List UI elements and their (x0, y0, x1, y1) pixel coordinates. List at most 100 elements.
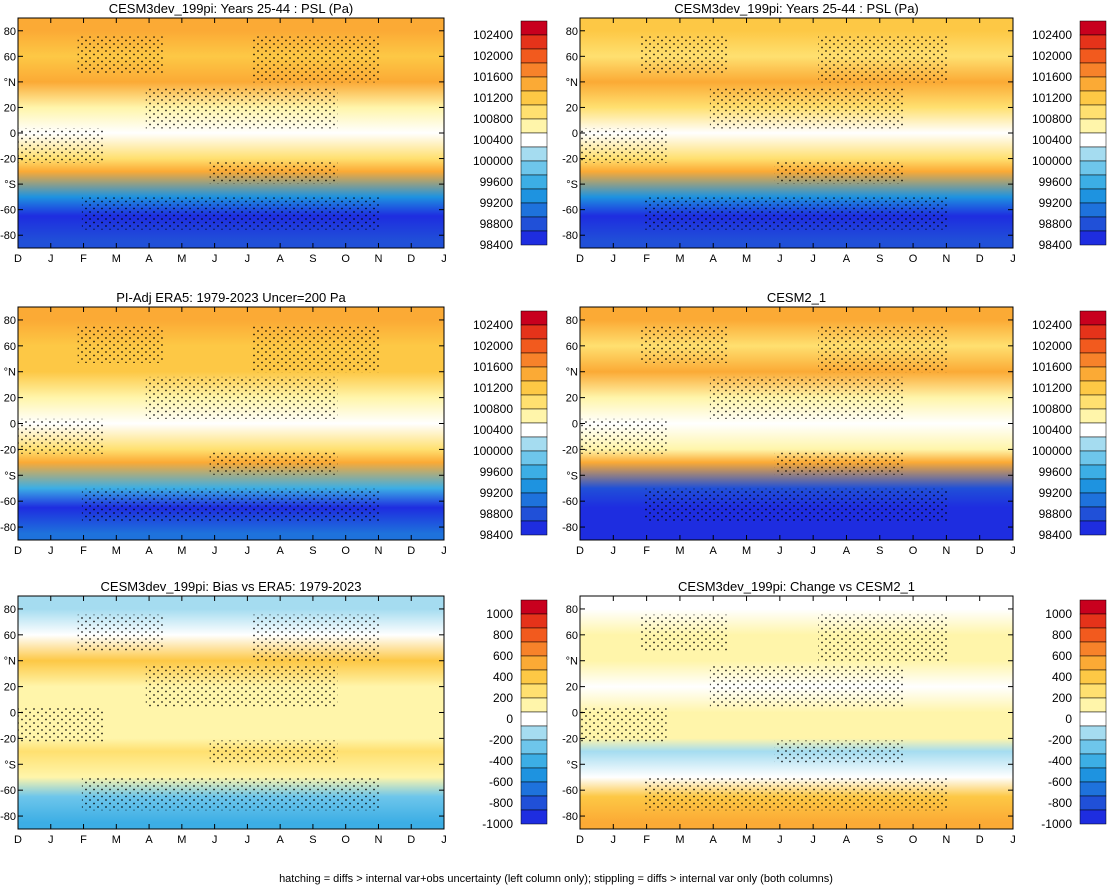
x-tick-label: F (643, 545, 650, 557)
colorbar-label: 101200 (473, 91, 513, 105)
colorbar-swatch (1079, 230, 1107, 246)
x-tick-label: D (407, 253, 415, 265)
colorbar-label: 100800 (473, 112, 513, 126)
colorbar-swatch (1079, 408, 1107, 424)
colorbar-swatch (1079, 422, 1107, 438)
y-tick-label: 0 (10, 419, 16, 431)
y-tick-label: °S (4, 179, 16, 191)
x-tick-label: D (576, 253, 584, 265)
plot-area (18, 18, 444, 248)
y-tick-label: 60 (566, 630, 578, 642)
colorbar-swatch (520, 739, 548, 755)
y-tick-label: -80 (0, 811, 16, 823)
y-tick-label: 20 (4, 682, 16, 694)
colorbar-label: -1000 (1041, 817, 1072, 831)
stippling-region (209, 451, 338, 475)
y-tick-label: 0 (10, 708, 16, 720)
x-tick-label: M (177, 253, 186, 265)
colorbar-swatch (520, 627, 548, 643)
colorbar-swatch (520, 641, 548, 657)
colorbar-swatch (1079, 781, 1107, 797)
y-tick-label: -60 (0, 205, 16, 217)
colorbar-label: 102400 (473, 28, 513, 42)
x-tick-label: A (145, 253, 153, 265)
colorbar-label: 101600 (473, 360, 513, 374)
colorbar-swatch (1079, 599, 1107, 615)
x-tick-label: A (710, 253, 718, 265)
y-tick-label: -80 (562, 522, 578, 534)
x-tick-label: N (942, 253, 950, 265)
x-tick-label: J (810, 545, 816, 557)
x-tick-label: O (341, 545, 350, 557)
x-tick-label: N (942, 834, 950, 846)
colorbar-swatch (520, 174, 548, 190)
y-tick-label: -60 (562, 496, 578, 508)
x-tick-label: M (742, 253, 751, 265)
colorbar-swatch (520, 809, 548, 825)
colorbar-label: 98400 (1039, 528, 1073, 542)
colorbar-swatch (1079, 767, 1107, 783)
colorbar-swatch (520, 380, 548, 396)
colorbar-label: -200 (1048, 733, 1072, 747)
x-tick-label: S (876, 834, 883, 846)
x-tick-label: M (742, 545, 751, 557)
colorbar-swatch (520, 408, 548, 424)
colorbar-swatch (1079, 34, 1107, 50)
colorbar-swatch (520, 324, 548, 340)
stippling-region (81, 777, 381, 811)
stippling-region (145, 665, 338, 708)
y-tick-label: °S (566, 470, 578, 482)
colorbar-label: 100400 (1032, 133, 1072, 147)
y-tick-label: -80 (0, 522, 16, 534)
y-tick-label: 80 (4, 604, 16, 616)
x-tick-label: M (742, 834, 751, 846)
colorbar-swatch (1079, 104, 1107, 120)
stippling-region (77, 36, 163, 74)
x-tick-label: J (212, 253, 218, 265)
stippling-region (81, 488, 381, 522)
colorbar-swatch (1079, 697, 1107, 713)
colorbar-swatch (1079, 655, 1107, 671)
x-tick-label: A (276, 545, 284, 557)
x-tick-label: J (245, 834, 251, 846)
colorbar-swatch (520, 90, 548, 106)
y-tick-label: 60 (4, 341, 16, 353)
panel-5: CESM3dev_199pi: Bias vs ERA5: 1979-2023 8… (0, 579, 548, 846)
plot-area (580, 307, 1013, 540)
panel-title: CESM3dev_199pi: Change vs CESM2_1 (678, 579, 915, 594)
stippling-region (77, 325, 163, 363)
colorbar-label: 102000 (473, 49, 513, 63)
stippling-region (709, 665, 905, 708)
colorbar-label: 100000 (473, 154, 513, 168)
y-tick-label: 80 (4, 315, 16, 327)
panel-title: CESM3dev_199pi: Bias vs ERA5: 1979-2023 (101, 579, 362, 594)
x-tick-label: J (441, 253, 447, 265)
colorbar-label: 98400 (1039, 238, 1073, 252)
y-tick-label: 20 (4, 393, 16, 405)
colorbar-label: -800 (1048, 796, 1072, 810)
x-tick-label: D (976, 253, 984, 265)
colorbar-label: -600 (489, 775, 513, 789)
colorbar-swatch (520, 655, 548, 671)
y-tick-label: 20 (566, 102, 578, 114)
x-tick-label: S (309, 253, 316, 265)
x-tick-label: D (14, 545, 22, 557)
x-tick-label: O (341, 834, 350, 846)
panel-title: PI-Adj ERA5: 1979-2023 Uncer=200 Pa (116, 290, 346, 305)
colorbar-label: 400 (493, 670, 513, 684)
x-tick-label: M (675, 253, 684, 265)
stippling-region (209, 740, 338, 764)
x-tick-label: D (14, 253, 22, 265)
colorbar-label: 100000 (1032, 154, 1072, 168)
colorbar-swatch (1079, 48, 1107, 64)
colorbar-swatch (1079, 492, 1107, 508)
x-tick-label: O (909, 834, 918, 846)
x-tick-label: J (611, 834, 617, 846)
x-tick-label: M (112, 545, 121, 557)
colorbar-swatch (520, 753, 548, 769)
colorbar: 102400 102000 101600 101200 100800 100400 1000… (1032, 310, 1107, 542)
colorbar-swatch (520, 450, 548, 466)
y-tick-label: °N (4, 367, 16, 379)
y-tick-label: -80 (0, 230, 16, 242)
